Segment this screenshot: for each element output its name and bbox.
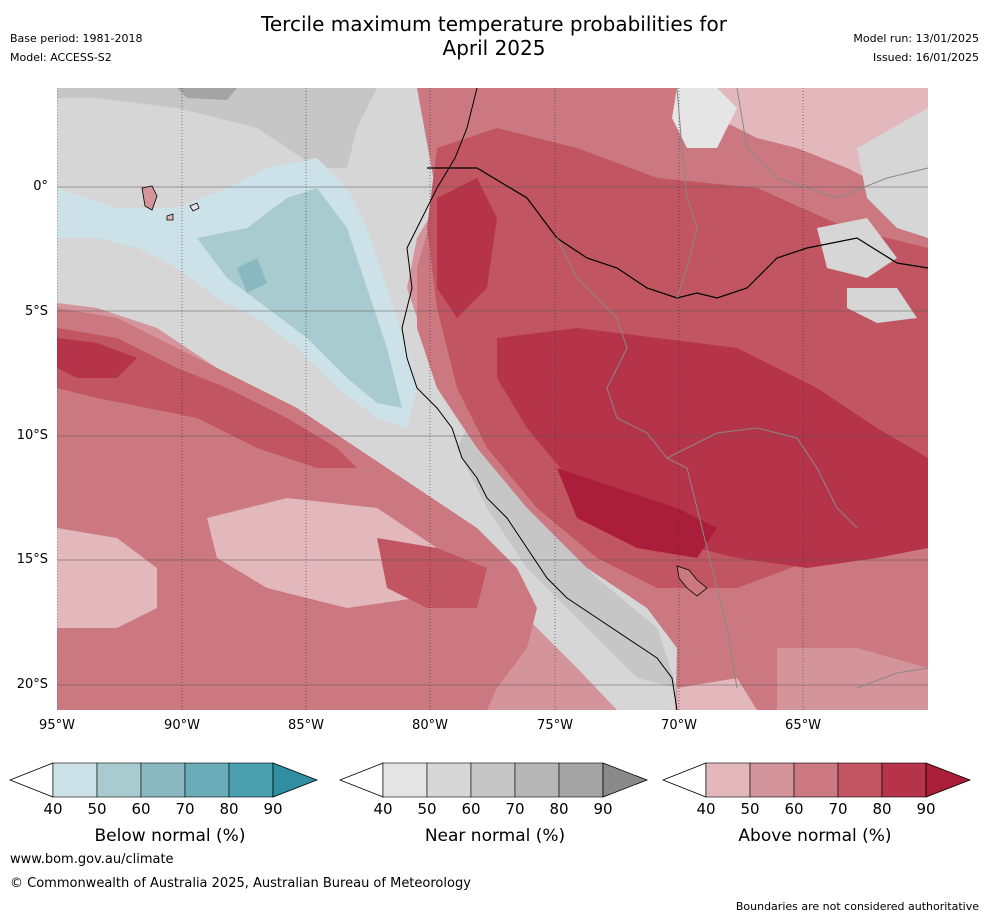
lon-label-70w: 70°W (661, 718, 697, 733)
model-run: Model run: 13/01/2025 (853, 32, 979, 45)
colorbar-extend-low (338, 762, 384, 798)
near-normal-label: Near normal (%) (424, 826, 566, 846)
colorbar-above-normal (661, 762, 972, 798)
model-name: Model: ACCESS-S2 (10, 51, 112, 64)
lat-label-15s: 15°S (16, 552, 48, 567)
lon-label-90w: 90°W (164, 718, 200, 733)
lon-label-95w: 95°W (39, 718, 75, 733)
issued-date: Issued: 16/01/2025 (872, 51, 979, 64)
colorbar-segment (382, 762, 428, 798)
colorbar-tick-label: 90 (916, 800, 936, 818)
colorbar-segment (749, 762, 795, 798)
colorbar-segment (426, 762, 472, 798)
colorbar-segment (470, 762, 516, 798)
colorbar-extend-high (925, 762, 972, 798)
colorbar-segment (514, 762, 560, 798)
lon-label-75w: 75°W (537, 718, 573, 733)
lat-label-5s: 5°S (24, 304, 48, 319)
title-line-1: Tercile maximum temperature probabilitie… (261, 12, 727, 36)
colorbar-tick-label: 50 (417, 800, 437, 818)
footer-copyright: © Commonwealth of Australia 2025, Austra… (10, 876, 471, 891)
colorbar-tick-label: 60 (461, 800, 481, 818)
colorbar-tick-label: 60 (131, 800, 151, 818)
base-period: Base period: 1981-2018 (10, 32, 143, 45)
colorbar-tick-label: 90 (263, 800, 283, 818)
lon-label-65w: 65°W (785, 718, 821, 733)
colorbar-tick-label: 70 (175, 800, 195, 818)
lat-label-20s: 20°S (16, 677, 48, 692)
title-line-2: April 2025 (442, 36, 546, 60)
footer-boundaries-note: Boundaries are not considered authoritat… (735, 900, 979, 913)
colorbar-segment (793, 762, 839, 798)
colorbar-below-normal (8, 762, 319, 798)
colorbar-segment (96, 762, 142, 798)
colorbar-segment (52, 762, 98, 798)
above-normal-label: Above normal (%) (738, 826, 892, 846)
colorbar-tick-label: 40 (43, 800, 63, 818)
colorbar-segment (881, 762, 927, 798)
colorbar-segment (140, 762, 186, 798)
colorbar-segment (837, 762, 883, 798)
footer-url[interactable]: www.bom.gov.au/climate (10, 852, 174, 867)
colorbar-extend-high (602, 762, 649, 798)
colorbar-extend-high (272, 762, 319, 798)
colorbar-tick-label: 50 (740, 800, 760, 818)
colorbar-extend-low (8, 762, 54, 798)
colorbar-tick-label: 70 (828, 800, 848, 818)
colorbar-segment (705, 762, 751, 798)
colorbar-near-normal (338, 762, 649, 798)
colorbar-tick-label: 70 (505, 800, 525, 818)
colorbar-tick-label: 80 (549, 800, 569, 818)
below-normal-label: Below normal (%) (94, 826, 246, 846)
lon-label-85w: 85°W (288, 718, 324, 733)
colorbar-tick-label: 90 (593, 800, 613, 818)
colorbar-tick-label: 50 (87, 800, 107, 818)
lon-label-80w: 80°W (412, 718, 448, 733)
colorbar-segment (228, 762, 274, 798)
colorbar-tick-label: 40 (696, 800, 716, 818)
colorbar-segment (558, 762, 604, 798)
colorbar-tick-label: 80 (872, 800, 892, 818)
colorbar-tick-label: 40 (373, 800, 393, 818)
colorbar-extend-low (661, 762, 707, 798)
map-title: Tercile maximum temperature probabilitie… (0, 12, 988, 60)
probability-map (57, 88, 928, 710)
colorbar-tick-label: 80 (219, 800, 239, 818)
lat-label-0: 0° (33, 179, 48, 194)
lat-label-10s: 10°S (16, 428, 48, 443)
colorbar-segment (184, 762, 230, 798)
colorbars (8, 762, 972, 798)
colorbar-tick-label: 60 (784, 800, 804, 818)
